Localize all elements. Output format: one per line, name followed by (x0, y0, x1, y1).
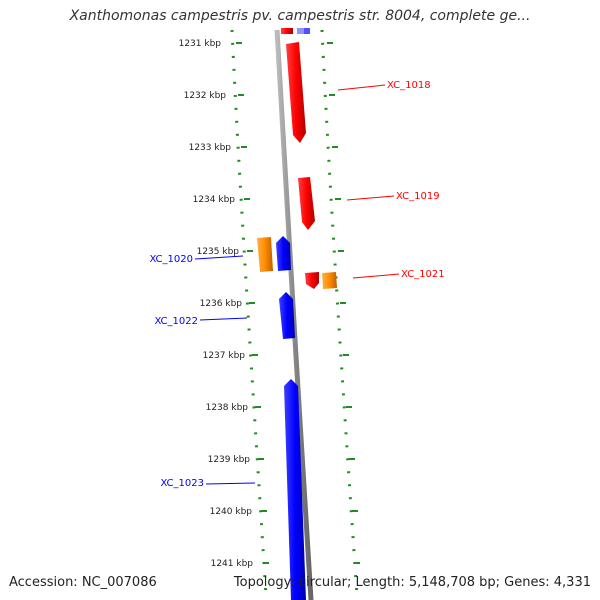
leader-line-xc-1022 (199, 317, 248, 321)
leader-line-xc-1021 (352, 273, 400, 279)
outer-tick-ring (320, 29, 359, 597)
genome-summary: Topology: circular; Length: 5,148,708 bp… (233, 575, 591, 590)
major-ticks (236, 42, 360, 564)
gene-xc-1023[interactable] (284, 379, 306, 600)
gene-feature[interactable] (304, 28, 310, 34)
gene-label-xc-1020[interactable]: XC_1020 (149, 254, 193, 265)
tick-label: 1231 kbp (179, 39, 222, 49)
tick-label: 1233 kbp (189, 143, 232, 153)
gene-label-xc-1019[interactable]: XC_1019 (396, 191, 440, 202)
gene-label-xc-1021[interactable]: XC_1021 (401, 269, 445, 280)
gene-label-xc-1018[interactable]: XC_1018 (387, 80, 431, 91)
gene-xc-1019[interactable] (298, 177, 315, 230)
other-features (257, 237, 337, 289)
tick-labels: 1231 kbp 1232 kbp 1233 kbp 1234 kbp 1235… (179, 39, 254, 569)
tick-label: 1238 kbp (206, 403, 249, 413)
gene-label-xc-1022[interactable]: XC_1022 (154, 316, 198, 327)
label-leader-lines (194, 84, 400, 485)
gene-feature[interactable] (281, 28, 293, 34)
gene-xc-1018[interactable] (286, 42, 306, 143)
gene-feature-orange[interactable] (257, 237, 273, 272)
gene-xc-1021[interactable] (305, 272, 319, 289)
top-features (281, 28, 310, 34)
leader-line-xc-1019 (346, 195, 395, 201)
accession-label: Accession: NC_007086 (9, 575, 157, 590)
tick-label: 1234 kbp (193, 195, 236, 205)
leader-line-xc-1020 (194, 255, 244, 260)
tick-label: 1239 kbp (208, 455, 251, 465)
leader-line-xc-1023 (205, 482, 256, 485)
tick-label: 1241 kbp (211, 559, 254, 569)
gene-label-xc-1023[interactable]: XC_1023 (160, 478, 204, 489)
tick-label: 1237 kbp (203, 351, 246, 361)
gene-labels: XC_1018 XC_1019 XC_1020 XC_1021 XC_1022 … (149, 80, 444, 489)
forward-strand-genes (276, 236, 306, 600)
tick-label: 1240 kbp (210, 507, 253, 517)
tick-label: 1232 kbp (184, 91, 227, 101)
gene-xc-1020[interactable] (276, 236, 291, 271)
gene-feature-orange[interactable] (322, 272, 337, 289)
tick-label: 1235 kbp (197, 247, 240, 257)
gene-feature[interactable] (297, 28, 304, 34)
tick-label: 1236 kbp (200, 299, 243, 309)
map-title: Xanthomonas campestris pv. campestris st… (69, 8, 531, 24)
reverse-strand-genes (286, 42, 319, 289)
leader-line-xc-1018 (337, 84, 386, 91)
gene-xc-1022[interactable] (279, 292, 295, 339)
